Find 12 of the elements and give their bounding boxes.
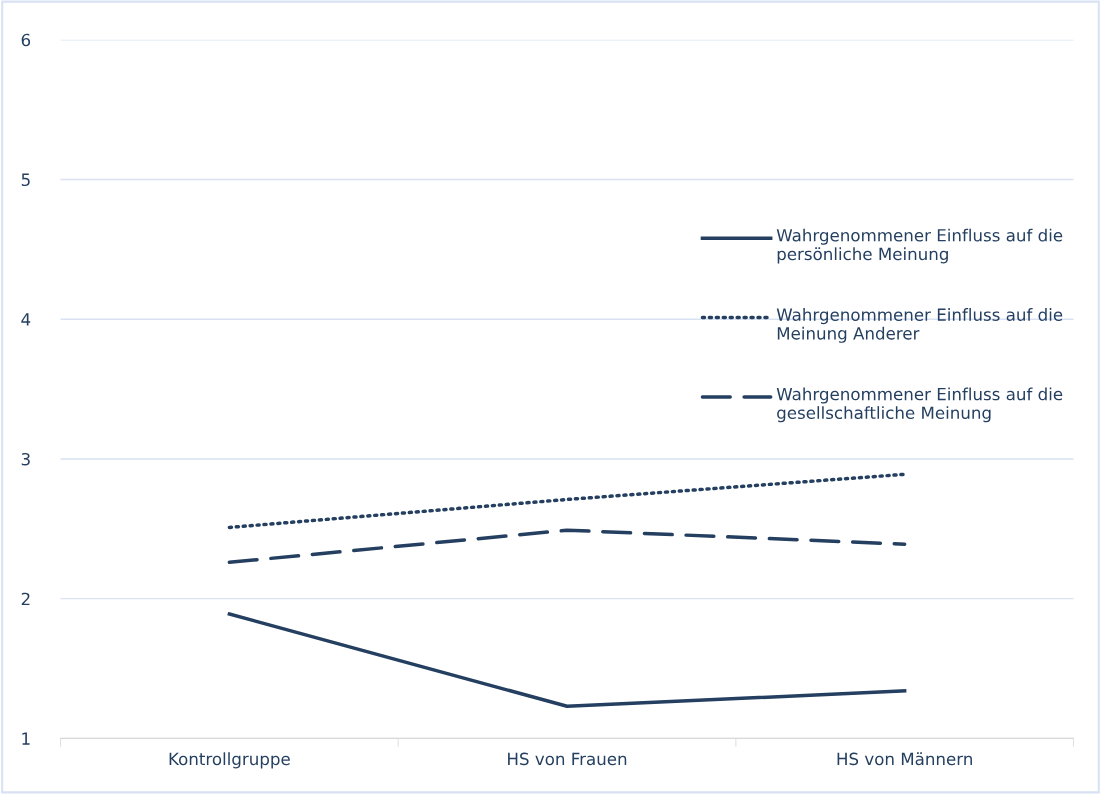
x-tick-label: Kontrollgruppe xyxy=(169,752,290,769)
y-tick-label: 2 xyxy=(21,592,30,606)
x-tick-label: HS von Männern xyxy=(837,752,972,766)
legend-label: Wahrgenommener Einfluss auf die gesellschaftliche Meinung xyxy=(776,387,1063,423)
y-tick-label: 6 xyxy=(21,33,31,47)
y-tick-label: 1 xyxy=(22,732,30,745)
y-tick-label: 5 xyxy=(21,173,30,187)
x-tick-label: HS von Frauen xyxy=(508,752,627,766)
y-tick-label: 4 xyxy=(21,313,31,326)
legend-label: Wahrgenommener Einfluss auf die persönliche Meinung xyxy=(776,228,1063,264)
y-tick-label: 3 xyxy=(21,452,30,466)
legend-label: Wahrgenommener Einfluss auf die Meinung Anderer xyxy=(776,308,1063,343)
